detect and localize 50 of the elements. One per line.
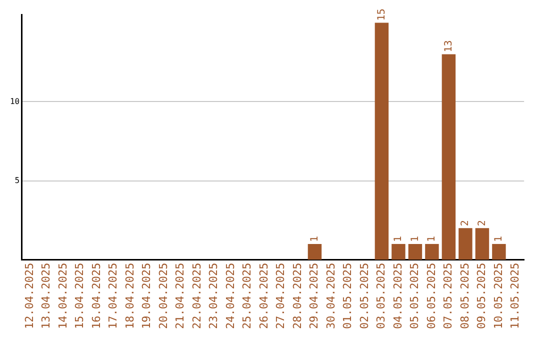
- bar: [374, 22, 389, 260]
- x-tick-label: 01.05.2025: [341, 262, 354, 330]
- bar: [425, 244, 439, 260]
- data-label: 15: [376, 8, 388, 21]
- x-tick-label: 10.05.2025: [492, 262, 505, 330]
- data-label: 1: [393, 236, 404, 242]
- x-tick-label: 28.04.2025: [290, 262, 304, 330]
- data-label: 2: [460, 220, 472, 226]
- x-tick-label: 30.04.2025: [324, 262, 338, 330]
- x-tick-label: 25.04.2025: [240, 262, 254, 330]
- x-tick-label: 08.05.2025: [458, 262, 472, 330]
- x-tick-label: 12.04.2025: [22, 262, 36, 330]
- bar: [475, 228, 490, 260]
- x-tick-label: 23.04.2025: [207, 262, 220, 330]
- x-tick-label: 02.05.2025: [358, 262, 371, 330]
- x-tick-label: 13.04.2025: [40, 262, 53, 330]
- x-tick-label: 19.04.2025: [140, 262, 154, 330]
- x-tick-label: 03.05.2025: [374, 262, 388, 330]
- bar: [492, 244, 506, 260]
- data-label: 1: [494, 236, 505, 242]
- x-tick-label: 15.04.2025: [73, 262, 86, 330]
- x-tick-label: 20.04.2025: [156, 262, 170, 330]
- x-tick-label: 24.04.2025: [224, 262, 237, 330]
- x-tick-label: 18.04.2025: [123, 262, 136, 330]
- x-tick-label: 05.05.2025: [408, 262, 422, 330]
- data-label: 13: [443, 40, 454, 52]
- bar: [408, 244, 422, 260]
- x-tick-label: 04.05.2025: [391, 262, 404, 330]
- bar: [442, 54, 456, 260]
- data-label: 2: [476, 220, 488, 226]
- x-tick-label: 26.04.2025: [257, 262, 270, 330]
- x-tick-label: 29.04.2025: [308, 262, 321, 330]
- x-tick-label: 17.04.2025: [106, 262, 120, 330]
- y-tick-label: 10: [10, 96, 20, 106]
- x-tick-label: 07.05.2025: [442, 262, 455, 330]
- bar: [392, 244, 406, 260]
- data-label: 1: [309, 236, 320, 242]
- data-label: 1: [410, 236, 421, 242]
- data-label: 1: [426, 236, 438, 242]
- x-tick-label: 09.05.2025: [475, 262, 488, 330]
- x-tick-label: 06.05.2025: [424, 262, 438, 330]
- x-tick-label: 21.04.2025: [174, 262, 187, 330]
- bar: [458, 228, 472, 260]
- y-tick-label: 5: [14, 176, 20, 185]
- x-tick-label: 14.04.2025: [56, 262, 70, 330]
- bar: [308, 244, 322, 260]
- x-tick-label: 27.04.2025: [274, 262, 288, 330]
- x-tick-label: 16.04.2025: [90, 262, 103, 330]
- x-tick-label: 22.04.2025: [190, 262, 204, 330]
- x-tick-label: 11.05.2025: [508, 262, 522, 330]
